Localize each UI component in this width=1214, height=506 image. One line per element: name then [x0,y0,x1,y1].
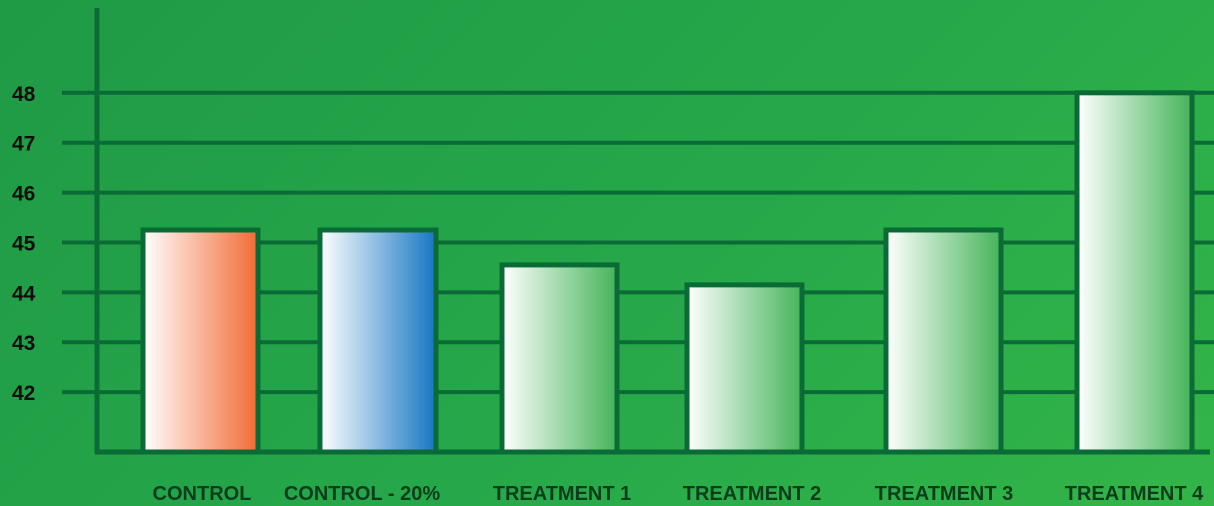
y-tick-label: 48 [12,83,36,106]
y-tick-label: 44 [12,282,36,305]
category-labels: CONTROL CONTROL - 20% TREATMENT 1 TREATMENT… [153,483,1205,505]
y-tick-label: 47 [12,133,35,156]
category-label: TREATMENT 4 [1065,483,1204,505]
category-label: TREATMENT 3 [875,483,1014,505]
bar-treatment-1 [499,262,620,455]
bar-treatment-3 [883,227,1004,455]
bar-treatment-4 [1074,90,1195,455]
y-tick-label: 43 [12,332,35,355]
category-label: TREATMENT 1 [493,483,632,505]
y-tick-labels: 42 43 44 45 46 47 48 [12,83,36,405]
bar-control [140,227,261,455]
bar-treatment-2 [684,282,805,455]
axes [94,8,1210,455]
category-label: CONTROL [153,483,252,505]
category-label: CONTROL - 20% [284,483,441,505]
y-tick-label: 46 [12,183,35,206]
y-tick-label: 45 [12,232,36,255]
bars [140,90,1195,455]
category-label: TREATMENT 2 [683,483,822,505]
bar-control-20 [317,227,439,455]
y-tick-label: 42 [12,382,35,405]
